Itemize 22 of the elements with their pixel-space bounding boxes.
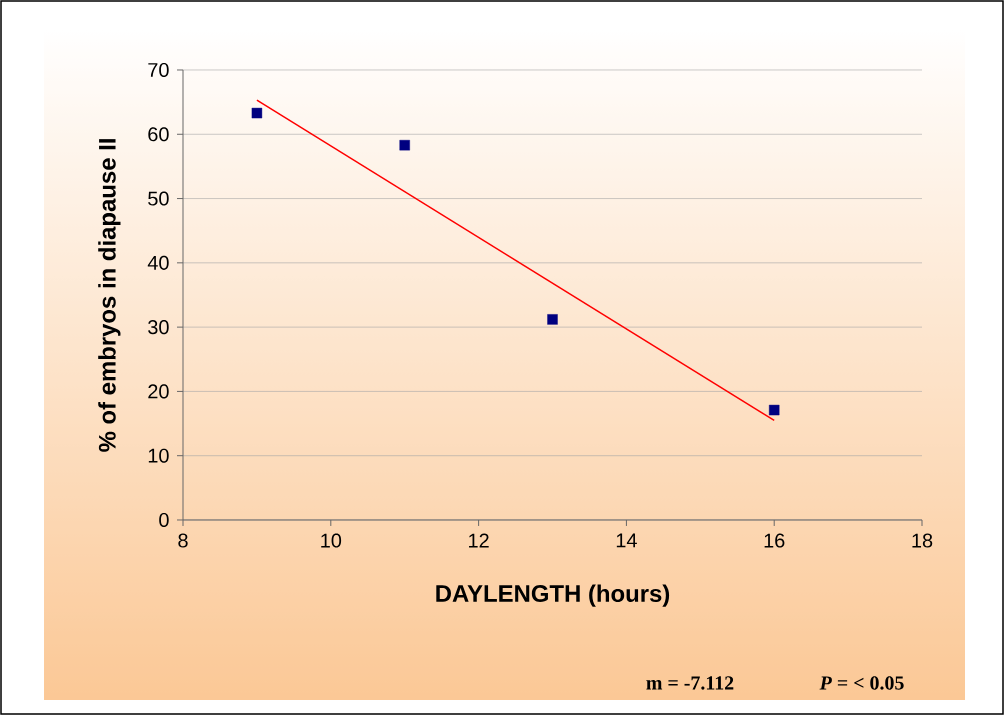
x-tick-label: 8 (178, 533, 188, 548)
x-tick-label: 12 (469, 533, 489, 548)
x-tick-label: 18 (912, 533, 933, 548)
text: P = < 0.05 (819, 676, 904, 690)
point (769, 404, 780, 416)
point (399, 140, 410, 151)
y-tick-label: 60 (148, 127, 169, 142)
x-tick-label: 14 (616, 533, 637, 548)
y-axis-title: % of embryos in diapause II (98, 139, 121, 452)
x-tick-label: 10 (321, 533, 342, 548)
y-tick-label: 70 (148, 62, 169, 78)
point (547, 314, 558, 325)
y-tick-label: 0 (159, 512, 169, 528)
x-tick-label: 16 (764, 533, 785, 548)
y-tick-label: 20 (148, 384, 169, 399)
y-tick-label: 40 (147, 255, 169, 270)
point (251, 107, 263, 119)
y-tick-label: 10 (148, 448, 169, 463)
text: m = -7.112 (646, 676, 734, 690)
y-tick-label: 30 (148, 320, 169, 335)
x-axis-title: DAYLENGTH (hours) (436, 584, 670, 607)
y-tick-label: 50 (148, 191, 169, 206)
